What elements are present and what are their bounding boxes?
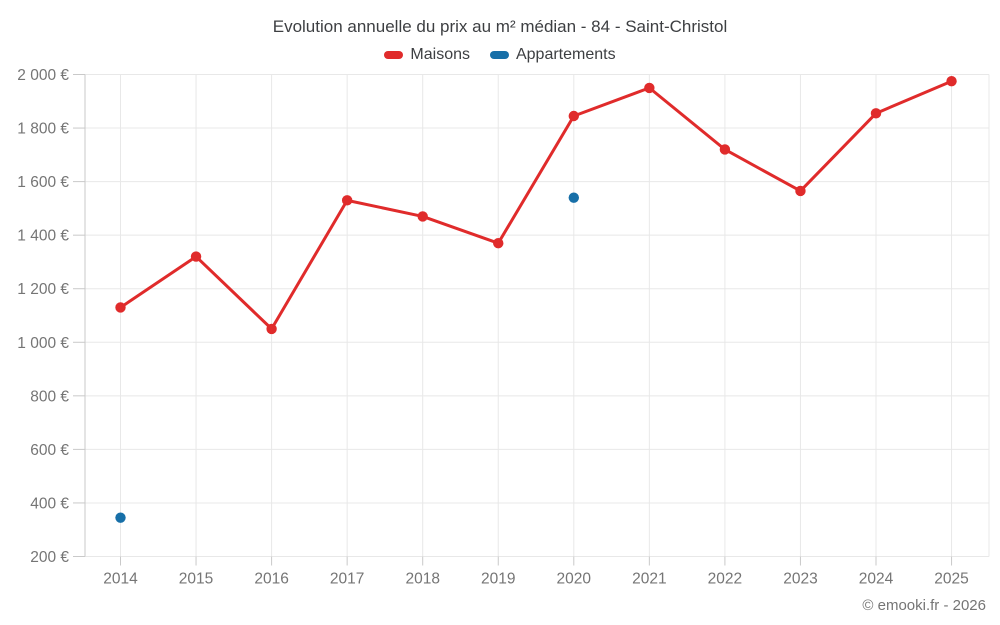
- data-point-maisons-2014[interactable]: [115, 302, 126, 313]
- x-tick-label: 2017: [330, 571, 364, 588]
- data-point-maisons-2020[interactable]: [568, 110, 579, 122]
- data-point-maisons-2025[interactable]: [946, 75, 957, 87]
- y-tick-label: 800 €: [30, 388, 69, 405]
- x-tick-label: 2018: [405, 571, 439, 588]
- x-tick-label: 2014: [103, 571, 138, 588]
- data-point-appartements-2020[interactable]: [568, 192, 579, 203]
- x-tick-label: 2022: [708, 571, 742, 588]
- x-tick-label: 2019: [481, 571, 515, 588]
- y-tick-label: 600 €: [30, 442, 69, 459]
- copyright: © emooki.fr - 2026: [862, 597, 986, 614]
- y-tick-label: 1 000 €: [17, 335, 69, 352]
- y-tick-label: 1 200 €: [17, 281, 69, 298]
- series-line-maisons: [119, 79, 954, 331]
- y-tick-label: 200 €: [30, 549, 69, 566]
- x-tick-label: 2023: [783, 571, 817, 588]
- data-point-maisons-2022[interactable]: [719, 144, 731, 155]
- data-point-maisons-2017[interactable]: [341, 195, 353, 206]
- chart-title: Evolution annuelle du prix au m² médian …: [272, 17, 728, 36]
- x-tick-label: 2021: [632, 571, 666, 588]
- appartements-swatch-icon: [489, 51, 509, 59]
- x-tick-label: 2025: [934, 571, 968, 588]
- data-point-maisons-2015[interactable]: [190, 251, 202, 262]
- x-tick-label: 2015: [179, 571, 213, 588]
- maisons-swatch-icon: [384, 51, 404, 59]
- data-point-appartements-2014[interactable]: [115, 512, 126, 523]
- data-point-maisons-2023[interactable]: [795, 185, 806, 197]
- legend-label-maisons: Maisons: [410, 46, 470, 63]
- x-tick-label: 2020: [557, 571, 592, 588]
- data-point-maisons-2016[interactable]: [266, 323, 277, 335]
- data-point-maisons-2019[interactable]: [493, 238, 504, 249]
- y-tick-label: 2 000 €: [17, 67, 69, 84]
- data-point-maisons-2021[interactable]: [644, 82, 655, 94]
- data-point-maisons-2018[interactable]: [417, 211, 428, 222]
- x-tick-label: 2024: [859, 571, 894, 588]
- y-tick-label: 1 400 €: [17, 228, 69, 245]
- legend-item-maisons[interactable]: Maisons: [384, 46, 470, 64]
- y-tick-label: 1 800 €: [17, 121, 69, 138]
- y-tick-label: 400 €: [30, 495, 69, 512]
- data-point-maisons-2024[interactable]: [870, 108, 882, 119]
- legend-item-appartements[interactable]: Appartements: [489, 46, 616, 64]
- x-tick-label: 2016: [254, 571, 288, 588]
- legend-label-appartements: Appartements: [515, 46, 616, 63]
- chart-legend: Maisons Appartements: [0, 46, 1000, 64]
- y-tick-label: 1 600 €: [17, 174, 69, 191]
